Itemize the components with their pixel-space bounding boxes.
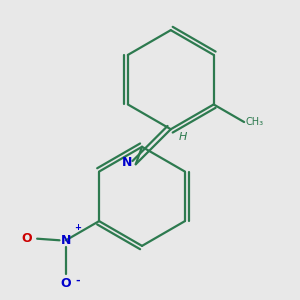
- Text: H: H: [179, 132, 187, 142]
- Text: O: O: [22, 232, 32, 245]
- Text: +: +: [74, 223, 81, 232]
- Text: CH₃: CH₃: [246, 117, 264, 127]
- Text: O: O: [61, 277, 71, 290]
- Text: N: N: [122, 156, 133, 169]
- Text: -: -: [76, 275, 80, 285]
- Text: N: N: [61, 234, 71, 247]
